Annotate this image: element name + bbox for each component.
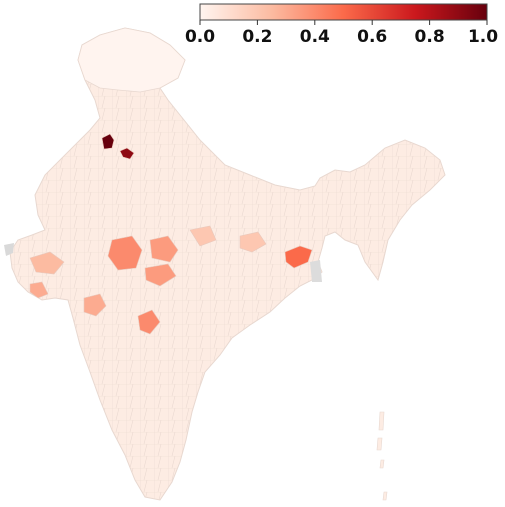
jammu-kashmir-region	[77, 27, 186, 93]
colorbar-tick-label-0: 0.0	[185, 27, 215, 47]
district-maharashtra-2	[83, 293, 107, 317]
colorbar-tick-label-4: 0.8	[415, 27, 445, 47]
highlighted-districts	[29, 133, 313, 335]
colorbar-tick-label-5: 1.0	[468, 27, 498, 47]
india-landmass	[4, 27, 446, 501]
colorbar-tick-label-1: 0.2	[242, 27, 272, 47]
district-mp-3	[144, 263, 177, 287]
district-gujarat-1	[29, 281, 49, 299]
colorbar: 0.0 0.2 0.4 0.6 0.8 1.0	[185, 3, 498, 47]
colorbar-tick-label-2: 0.4	[300, 27, 330, 47]
district-punjab-2	[119, 147, 135, 160]
district-gujarat-2	[29, 251, 65, 275]
colorbar-tick-labels: 0.0 0.2 0.4 0.6 0.8 1.0	[185, 27, 498, 47]
district-westbengal-1	[284, 245, 313, 269]
district-maharashtra-1	[137, 309, 161, 335]
colorbar-gradient	[199, 3, 488, 21]
district-chhattisgarh-1	[189, 225, 217, 247]
nodata-east-patch	[310, 260, 322, 282]
colorbar-ticks	[199, 20, 488, 25]
district-mp-2	[149, 235, 179, 263]
nodata-west-patch	[4, 243, 14, 256]
district-punjab-1	[101, 133, 115, 150]
district-jharkhand-1	[239, 231, 267, 253]
district-mp-1	[107, 235, 143, 271]
andaman-nicobar-islands	[376, 411, 388, 501]
colorbar-tick-label-3: 0.6	[357, 27, 387, 47]
